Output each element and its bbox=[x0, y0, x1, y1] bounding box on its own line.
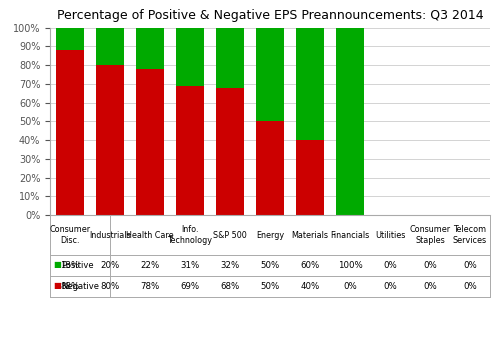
Text: Financials: Financials bbox=[330, 231, 370, 239]
Text: 0%: 0% bbox=[423, 282, 437, 291]
Bar bbox=[136, 28, 164, 69]
Title: Percentage of Positive & Negative EPS Preannouncements: Q3 2014: Percentage of Positive & Negative EPS Pr… bbox=[56, 9, 484, 23]
Bar bbox=[176, 86, 204, 215]
Bar bbox=[256, 121, 284, 215]
Bar bbox=[96, 28, 124, 65]
Text: 78%: 78% bbox=[140, 282, 160, 291]
Text: Telecom
Services: Telecom Services bbox=[453, 226, 487, 245]
Text: 69%: 69% bbox=[180, 282, 200, 291]
Text: 0%: 0% bbox=[463, 261, 477, 270]
Bar bbox=[256, 28, 284, 121]
Text: Positive: Positive bbox=[62, 261, 94, 270]
Text: Industrials: Industrials bbox=[89, 231, 131, 239]
Bar bbox=[56, 26, 84, 50]
Text: Utilities: Utilities bbox=[375, 231, 405, 239]
Text: 88%: 88% bbox=[60, 282, 80, 291]
Bar bbox=[136, 69, 164, 215]
Text: 68%: 68% bbox=[220, 282, 240, 291]
Text: 13%: 13% bbox=[60, 261, 80, 270]
Text: Consumer
Staples: Consumer Staples bbox=[410, 226, 451, 245]
Bar bbox=[336, 28, 364, 215]
Bar bbox=[296, 140, 324, 215]
Bar bbox=[216, 28, 244, 88]
Bar bbox=[56, 50, 84, 215]
Text: 60%: 60% bbox=[300, 261, 320, 270]
Text: 20%: 20% bbox=[100, 261, 119, 270]
Text: 22%: 22% bbox=[140, 261, 160, 270]
Bar bbox=[216, 88, 244, 215]
Text: Energy: Energy bbox=[256, 231, 284, 239]
Text: ■: ■ bbox=[53, 281, 61, 290]
Text: Consumer
Disc.: Consumer Disc. bbox=[50, 226, 90, 245]
Text: 0%: 0% bbox=[423, 261, 437, 270]
Text: 0%: 0% bbox=[383, 261, 397, 270]
Text: 40%: 40% bbox=[300, 282, 320, 291]
Bar bbox=[176, 28, 204, 86]
Text: Negative: Negative bbox=[62, 282, 100, 291]
Text: 32%: 32% bbox=[220, 261, 240, 270]
Text: S&P 500: S&P 500 bbox=[213, 231, 247, 239]
Text: 100%: 100% bbox=[338, 261, 362, 270]
Text: ■: ■ bbox=[53, 260, 61, 269]
Bar bbox=[96, 65, 124, 215]
Text: 0%: 0% bbox=[343, 282, 357, 291]
Text: Info.
Technology: Info. Technology bbox=[168, 226, 212, 245]
Text: Materials: Materials bbox=[292, 231, 329, 239]
Bar bbox=[296, 28, 324, 140]
Text: 50%: 50% bbox=[260, 261, 280, 270]
Text: 80%: 80% bbox=[100, 282, 119, 291]
Text: 50%: 50% bbox=[260, 282, 280, 291]
Text: 0%: 0% bbox=[383, 282, 397, 291]
Text: 31%: 31% bbox=[180, 261, 200, 270]
Text: 0%: 0% bbox=[463, 282, 477, 291]
Text: Health Care: Health Care bbox=[126, 231, 174, 239]
